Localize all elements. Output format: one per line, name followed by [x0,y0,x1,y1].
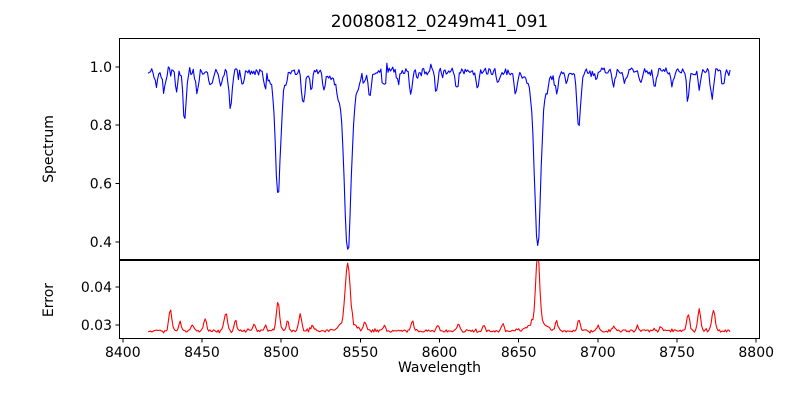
error-y-tick-label: 0.04 [81,280,112,296]
spectrum-y-tick-label: 0.8 [90,118,112,134]
x-axis-tick-label: 8800 [738,345,774,361]
x-axis-tick-label: 8650 [501,345,537,361]
spectrum-axes-frame [119,38,760,260]
spectrum-y-tick-label: 0.4 [90,235,112,251]
chart-title: 20080812_0249m41_091 [330,12,549,32]
spectrum-y-tick-label: 1.0 [90,60,112,76]
spectrum-y-tick-label: 0.6 [90,177,112,193]
x-axis-tick-label: 8600 [422,345,458,361]
x-axis-tick-label: 8750 [659,345,695,361]
x-axis-tick-label: 8400 [105,345,141,361]
x-axis-label: Wavelength [397,360,482,376]
error-line [148,260,731,334]
error-y-tick-label: 0.03 [81,318,112,334]
x-axis-tick-label: 8700 [580,345,616,361]
spectrum-line [147,62,731,250]
x-axis-tick-label: 8450 [184,345,220,361]
error-axes-frame [119,260,760,339]
x-axis-tick-label: 8550 [342,345,378,361]
x-axis-tick-label: 8500 [263,345,299,361]
